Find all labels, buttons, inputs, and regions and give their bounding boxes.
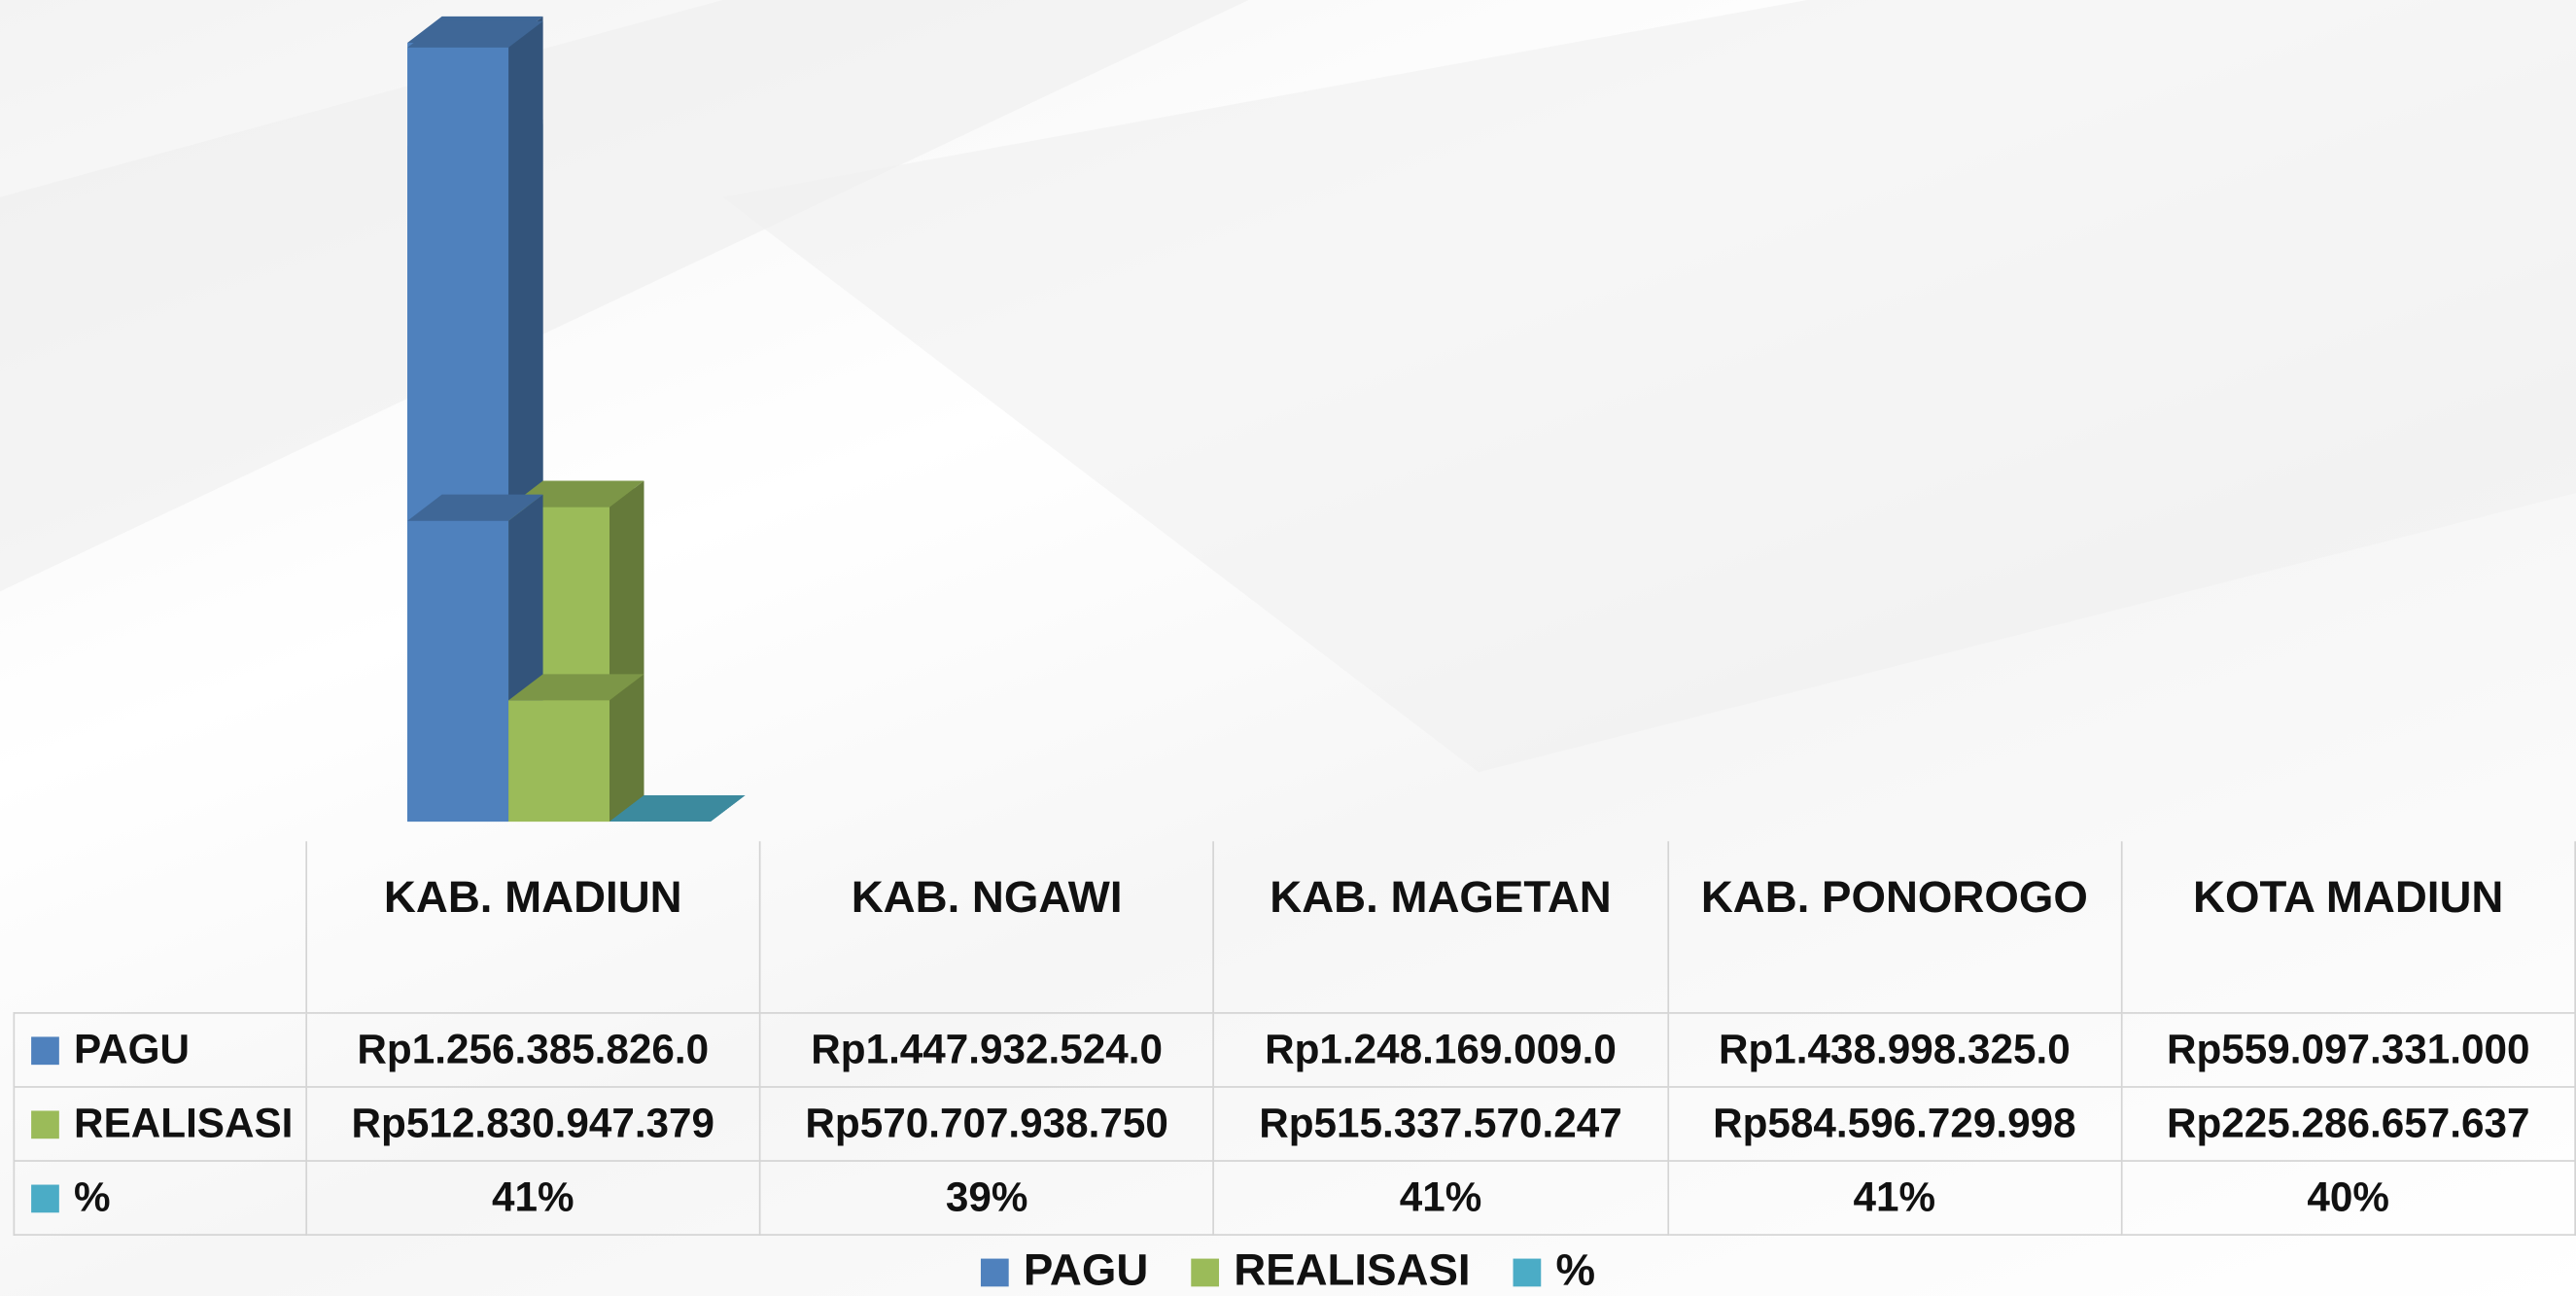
value-label: 39% — [758, 1160, 1215, 1236]
data-table: KAB. MADIUN KAB. NGAWI KAB. MAGETAN KAB. PO… — [13, 841, 2576, 1236]
value-label: Rp1.438.998.325.0 — [1666, 1012, 2123, 1088]
row-header: REALISASI — [13, 1086, 307, 1162]
table-row: PAGU Rp1.256.385.826.0 Rp1.447.932.524.0 Rp… — [13, 1012, 2576, 1088]
value-label: 40% — [2120, 1160, 2576, 1236]
row-header: % — [13, 1160, 307, 1236]
table-row: % 41% 39% 41% 41% 40% — [13, 1160, 2576, 1236]
series-name: % — [74, 1173, 111, 1220]
value-label: Rp512.830.947.379 — [305, 1086, 761, 1162]
corner-cell — [14, 841, 307, 1013]
legend-key — [31, 1183, 59, 1212]
category-label: KAB. MAGETAN — [1212, 841, 1669, 1014]
plot-area — [0, 0, 2576, 823]
value-label: Rp570.707.938.750 — [758, 1086, 1215, 1162]
bar — [508, 674, 644, 823]
bar-top — [407, 20, 543, 48]
legend-item: REALISASI — [1191, 1245, 1471, 1296]
background-shape — [722, 0, 2576, 773]
category-label: KOTA MADIUN — [2120, 841, 2576, 1014]
bar-side — [609, 674, 644, 823]
value-label: Rp1.256.385.826.0 — [305, 1012, 761, 1088]
legend-key — [980, 1258, 1009, 1287]
bar — [609, 794, 746, 823]
legend-label: PAGU — [1023, 1245, 1149, 1295]
value-label: Rp225.286.657.637 — [2120, 1086, 2576, 1162]
value-label: 41% — [1666, 1160, 2123, 1236]
bar-front — [407, 520, 509, 823]
bar-top — [508, 674, 644, 701]
legend-key — [31, 1035, 59, 1065]
value-label: 41% — [1212, 1160, 1669, 1236]
value-label: 41% — [305, 1160, 761, 1236]
legend-label: % — [1555, 1245, 1596, 1295]
value-label: Rp515.337.570.247 — [1212, 1086, 1669, 1162]
category-label: KAB. MADIUN — [305, 841, 761, 1014]
value-label: Rp1.248.169.009.0 — [1212, 1012, 1669, 1088]
value-label: Rp1.447.932.524.0 — [758, 1012, 1215, 1088]
row-header: PAGU — [13, 1012, 307, 1088]
legend: PAGU REALISASI% — [0, 1245, 2576, 1296]
series-name: REALISASI — [74, 1100, 294, 1146]
category-label: KAB. NGAWI — [758, 841, 1215, 1014]
legend-key — [1191, 1258, 1219, 1287]
table-row: REALISASI Rp512.830.947.379 Rp570.707.938.… — [13, 1086, 2576, 1162]
legend-label: REALISASI — [1234, 1245, 1471, 1295]
bar-front — [508, 700, 610, 823]
bar-top — [407, 494, 543, 521]
series-name: PAGU — [74, 1026, 190, 1072]
legend-key — [1513, 1258, 1542, 1287]
value-label: Rp584.596.729.998 — [1666, 1086, 2123, 1162]
value-label: Rp559.097.331.000 — [2120, 1012, 2576, 1088]
header-row: KAB. MADIUN KAB. NGAWI KAB. MAGETAN KAB. PO… — [14, 841, 2576, 1014]
legend-item: % — [1513, 1245, 1596, 1296]
category-label: KAB. PONOROGO — [1666, 841, 2123, 1014]
bar-top — [609, 794, 746, 823]
legend-key — [31, 1109, 59, 1138]
legend-item: PAGU — [980, 1245, 1149, 1296]
